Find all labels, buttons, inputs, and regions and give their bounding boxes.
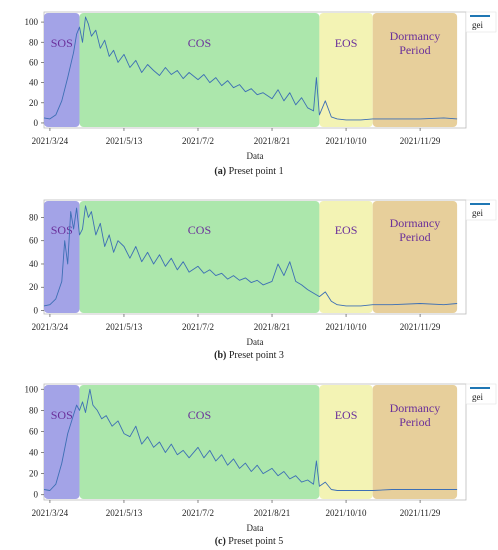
phase-label-3: Dormancy Period — [390, 29, 441, 57]
phase-label-0: SOS — [51, 408, 73, 422]
x-tick-label-1: 2021/5/13 — [106, 136, 143, 146]
chart-b-plot: SOS COS EOS Dormancy Period 0 20 40 60 80 2021/3/2… — [29, 199, 497, 347]
x-tick-label-3: 2021/8/21 — [254, 136, 291, 146]
phase-label-3: Dormancy Period — [390, 401, 441, 429]
phase-band-3 — [372, 385, 458, 499]
y-tick-label-4: 80 — [29, 37, 39, 47]
phase-band-1 — [79, 385, 320, 499]
legend-label: gei — [472, 20, 483, 30]
phase-label-0: SOS — [51, 36, 73, 50]
y-tick-label-1: 20 — [29, 469, 39, 479]
chart-a-caption-id: (a) — [214, 166, 227, 177]
phase-band-2 — [319, 13, 373, 127]
chart-c-caption-id: (c) — [214, 536, 226, 547]
x-tick-label-5: 2021/11/29 — [400, 322, 441, 332]
x-tick-label-2: 2021/7/2 — [182, 322, 214, 332]
phase-band-2 — [319, 201, 373, 313]
phase-label-1: COS — [188, 408, 211, 422]
x-axis-label: Data — [247, 151, 264, 161]
phase-band-0 — [44, 385, 80, 499]
series-line-gei — [43, 16, 458, 121]
phase-band-0 — [44, 201, 80, 313]
chart-panel-a: SOS COS EOS Dormancy Period 0 20 40 60 80 100 2021/… — [0, 0, 498, 180]
chart-c-caption: (c) Preset point 5 — [0, 536, 498, 547]
phase-label-0: SOS — [51, 223, 73, 237]
chart-b-caption-id: (b) — [214, 350, 227, 361]
x-tick-label-0: 2021/3/24 — [32, 322, 69, 332]
x-tick-label-3: 2021/8/21 — [254, 508, 291, 518]
phase-band-1 — [79, 13, 320, 127]
y-tick-label-0: 0 — [34, 306, 39, 316]
chart-c-caption-text: Preset point 5 — [225, 536, 284, 547]
y-tick-label-0: 0 — [34, 490, 39, 500]
y-tick-label-3: 60 — [29, 236, 39, 246]
y-tick-label-2: 40 — [29, 78, 39, 88]
chart-a-plot: SOS COS EOS Dormancy Period 0 20 40 60 80 100 2021/… — [25, 11, 497, 161]
y-tick-label-3: 60 — [29, 57, 39, 67]
x-tick-label-1: 2021/5/13 — [106, 508, 143, 518]
phase-band-3 — [372, 201, 458, 313]
chart-c-plot: SOS COS EOS Dormancy Period 0 20 40 60 80 100 2021/… — [25, 383, 497, 533]
chart-a-caption: (a) Preset point 1 — [0, 166, 498, 177]
x-tick-label-5: 2021/11/29 — [400, 508, 441, 518]
y-tick-label-5: 100 — [25, 384, 39, 394]
y-tick-label-4: 80 — [29, 405, 39, 415]
phase-band-1 — [79, 201, 320, 313]
chart-a-caption-text: Preset point 1 — [226, 166, 284, 177]
series-line-gei — [43, 388, 458, 491]
x-tick-label-5: 2021/11/29 — [400, 136, 441, 146]
y-tick-label-3: 60 — [29, 426, 39, 436]
x-tick-label-4: 2021/10/10 — [326, 136, 368, 146]
legend-label: gei — [472, 208, 483, 218]
x-axis-label: Data — [247, 337, 264, 347]
y-tick-label-0: 0 — [34, 118, 39, 128]
x-tick-label-3: 2021/8/21 — [254, 322, 291, 332]
series-line-gei — [43, 205, 458, 307]
phase-band-2 — [319, 385, 373, 499]
y-tick-label-1: 20 — [29, 282, 39, 292]
legend-label: gei — [472, 392, 483, 402]
y-tick-label-5: 100 — [25, 17, 39, 27]
y-tick-label-1: 20 — [29, 98, 39, 108]
x-tick-label-0: 2021/3/24 — [32, 136, 69, 146]
chart-panel-c: SOS COS EOS Dormancy Period 0 20 40 60 80 100 2021/… — [0, 366, 498, 550]
x-axis-label: Data — [247, 523, 264, 533]
x-tick-label-2: 2021/7/2 — [182, 508, 214, 518]
phase-band-0 — [44, 13, 80, 127]
chart-b-caption-text: Preset point 3 — [226, 350, 284, 361]
phase-label-2: EOS — [335, 408, 358, 422]
y-tick-label-2: 40 — [29, 448, 39, 458]
phase-label-1: COS — [188, 36, 211, 50]
phase-label-3: Dormancy Period — [390, 216, 441, 244]
x-tick-label-1: 2021/5/13 — [106, 322, 143, 332]
phase-label-2: EOS — [335, 223, 358, 237]
y-tick-label-4: 80 — [29, 212, 39, 222]
y-tick-label-2: 40 — [29, 259, 39, 269]
chart-b-caption: (b) Preset point 3 — [0, 350, 498, 361]
phase-label-2: EOS — [335, 36, 358, 50]
phase-label-1: COS — [188, 223, 211, 237]
chart-panel-b: SOS COS EOS Dormancy Period 0 20 40 60 80 2021/3/2… — [0, 182, 498, 362]
x-tick-label-4: 2021/10/10 — [326, 508, 368, 518]
x-tick-label-0: 2021/3/24 — [32, 508, 69, 518]
x-tick-label-2: 2021/7/2 — [182, 136, 214, 146]
x-tick-label-4: 2021/10/10 — [326, 322, 368, 332]
phase-band-3 — [372, 13, 458, 127]
